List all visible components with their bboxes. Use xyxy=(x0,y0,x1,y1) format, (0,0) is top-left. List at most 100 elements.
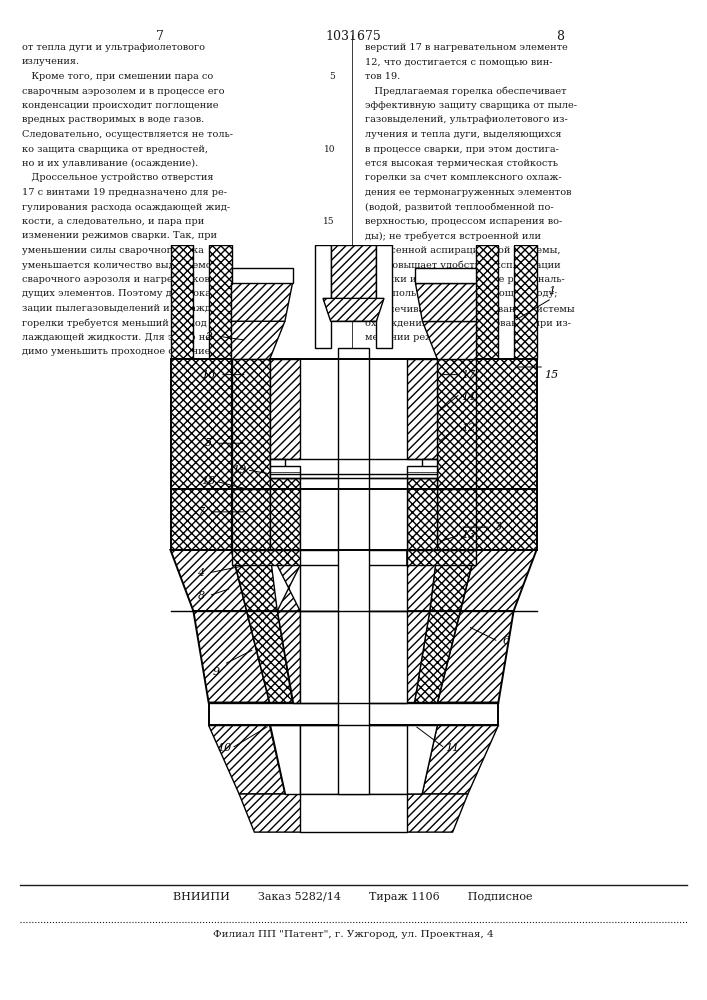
Polygon shape xyxy=(269,359,300,458)
Polygon shape xyxy=(376,245,392,348)
Polygon shape xyxy=(414,268,476,283)
Text: 6: 6 xyxy=(503,637,510,647)
Polygon shape xyxy=(300,794,407,832)
Polygon shape xyxy=(407,550,438,611)
Text: газовыделений, ультрафиолетового из-: газовыделений, ультрафиолетового из- xyxy=(365,115,568,124)
Text: верстий 17 в нагревательном элементе: верстий 17 в нагревательном элементе xyxy=(365,43,568,52)
Text: 7: 7 xyxy=(156,30,164,43)
Text: охлаждения и парообразования при из-: охлаждения и парообразования при из- xyxy=(365,318,571,328)
Polygon shape xyxy=(438,359,476,489)
Polygon shape xyxy=(430,550,476,611)
Text: 1031675: 1031675 xyxy=(325,30,381,43)
Text: 2: 2 xyxy=(205,332,212,342)
Text: 8: 8 xyxy=(197,591,204,601)
Text: ко защита сварщика от вредностей,: ко защита сварщика от вредностей, xyxy=(22,144,208,153)
Text: но и их улавливание (осаждение).: но и их улавливание (осаждение). xyxy=(22,159,198,168)
Polygon shape xyxy=(231,268,293,283)
Polygon shape xyxy=(407,478,438,550)
Text: горелки требуется меньший расход ох-: горелки требуется меньший расход ох- xyxy=(22,318,225,328)
Text: 13: 13 xyxy=(461,530,475,540)
Text: ется высокая термическая стойкость: ется высокая термическая стойкость xyxy=(365,159,558,168)
Text: изменении режимов сварки. Так, при: изменении режимов сварки. Так, при xyxy=(22,232,217,240)
Polygon shape xyxy=(209,702,498,725)
Text: эффективную защиту сварщика от пыле-: эффективную защиту сварщика от пыле- xyxy=(365,101,577,110)
Text: верхностью, процессом испарения во-: верхностью, процессом испарения во- xyxy=(365,217,562,226)
Polygon shape xyxy=(170,359,231,489)
Text: тов 19.: тов 19. xyxy=(365,72,400,81)
Text: горелки за счет комплексного охлаж-: горелки за счет комплексного охлаж- xyxy=(365,174,561,182)
Text: сварочным аэрозолем и в процессе его: сварочным аэрозолем и в процессе его xyxy=(22,87,225,96)
Polygon shape xyxy=(231,359,269,489)
Polygon shape xyxy=(209,245,231,359)
Text: 8: 8 xyxy=(556,30,564,43)
Text: сварочного аэрозоля и нагрев токове-: сварочного аэрозоля и нагрев токове- xyxy=(22,275,218,284)
Text: горелки и позволяет более радиональ-: горелки и позволяет более радиональ- xyxy=(365,275,565,284)
Polygon shape xyxy=(414,283,476,321)
Polygon shape xyxy=(407,611,430,702)
Polygon shape xyxy=(338,348,369,794)
Text: 7: 7 xyxy=(197,507,204,517)
Text: Дроссельное устройство отверстия: Дроссельное устройство отверстия xyxy=(22,174,214,182)
Text: лучения и тепла дуги, выделяющихся: лучения и тепла дуги, выделяющихся xyxy=(365,130,561,139)
Polygon shape xyxy=(438,489,476,550)
Text: вредных растворимых в воде газов.: вредных растворимых в воде газов. xyxy=(22,115,204,124)
Polygon shape xyxy=(422,458,438,474)
Polygon shape xyxy=(170,245,194,359)
Polygon shape xyxy=(231,550,300,565)
Text: 11: 11 xyxy=(445,743,460,753)
Text: дения ее термонагруженных элементов: дения ее термонагруженных элементов xyxy=(365,188,571,197)
Polygon shape xyxy=(315,245,331,348)
Polygon shape xyxy=(476,489,537,550)
Text: 12, что достигается с помощью вин-: 12, что достигается с помощью вин- xyxy=(365,57,552,66)
Text: 15: 15 xyxy=(323,217,335,226)
Text: Следовательно, осуществляется не толь-: Следовательно, осуществляется не толь- xyxy=(22,130,233,139)
Polygon shape xyxy=(323,298,384,321)
Text: 3: 3 xyxy=(495,522,502,532)
Text: (водой, развитой теплообменной по-: (водой, развитой теплообменной по- xyxy=(365,202,554,212)
Polygon shape xyxy=(476,245,498,359)
Polygon shape xyxy=(300,478,407,550)
Polygon shape xyxy=(209,725,285,794)
Polygon shape xyxy=(407,466,438,478)
Text: 18: 18 xyxy=(201,476,216,486)
Text: зации пылегазовыделений и охлаждения: зации пылегазовыделений и охлаждения xyxy=(22,304,235,313)
Text: 17 с винтами 19 предназначено для ре-: 17 с винтами 19 предназначено для ре- xyxy=(22,188,227,197)
Polygon shape xyxy=(407,359,438,458)
Polygon shape xyxy=(170,550,247,611)
Text: 15: 15 xyxy=(544,370,559,380)
Text: уменьшении силы сварочного тока: уменьшении силы сварочного тока xyxy=(22,246,204,255)
Text: 14: 14 xyxy=(461,392,475,402)
Polygon shape xyxy=(170,489,231,550)
Text: ды); не требуется встроенной или: ды); не требуется встроенной или xyxy=(365,232,541,241)
Text: 9: 9 xyxy=(213,667,220,677)
Text: 5: 5 xyxy=(329,72,335,81)
Text: 10: 10 xyxy=(324,144,335,153)
Text: уменьшается количество выделяемого: уменьшается количество выделяемого xyxy=(22,260,223,269)
Polygon shape xyxy=(269,458,285,474)
Text: кости, а следовательно, и пара при: кости, а следовательно, и пара при xyxy=(22,217,204,226)
Polygon shape xyxy=(239,794,468,832)
Text: излучения.: излучения. xyxy=(22,57,80,66)
Text: конденсации происходит поглощение: конденсации происходит поглощение xyxy=(22,101,218,110)
Polygon shape xyxy=(438,611,513,702)
Polygon shape xyxy=(414,611,460,702)
Text: Филиал ПП "Патент", г. Ужгород, ул. Проектная, 4: Филиал ПП "Патент", г. Ужгород, ул. Прое… xyxy=(213,930,493,939)
Text: дущих элементов. Поэтому для локали-: дущих элементов. Поэтому для локали- xyxy=(22,290,227,298)
Text: менении режима сварки.: менении режима сварки. xyxy=(365,333,496,342)
Polygon shape xyxy=(247,611,293,702)
Text: лаждающей жидкости. Для этого необхо-: лаждающей жидкости. Для этого необхо- xyxy=(22,333,238,342)
Text: 12: 12 xyxy=(461,423,475,433)
Polygon shape xyxy=(231,321,285,359)
Text: 17: 17 xyxy=(461,370,475,380)
Text: димо уменьшить проходное сечение от-: димо уменьшить проходное сечение от- xyxy=(22,348,228,357)
Polygon shape xyxy=(300,611,407,702)
Text: 20: 20 xyxy=(324,290,335,298)
Polygon shape xyxy=(269,725,300,794)
Text: 16: 16 xyxy=(201,370,216,380)
Polygon shape xyxy=(277,611,300,702)
Polygon shape xyxy=(269,478,300,550)
Text: 5: 5 xyxy=(205,438,212,448)
Text: в процессе сварки, при этом достига-: в процессе сварки, при этом достига- xyxy=(365,144,559,153)
Polygon shape xyxy=(194,611,269,702)
Polygon shape xyxy=(513,245,537,359)
